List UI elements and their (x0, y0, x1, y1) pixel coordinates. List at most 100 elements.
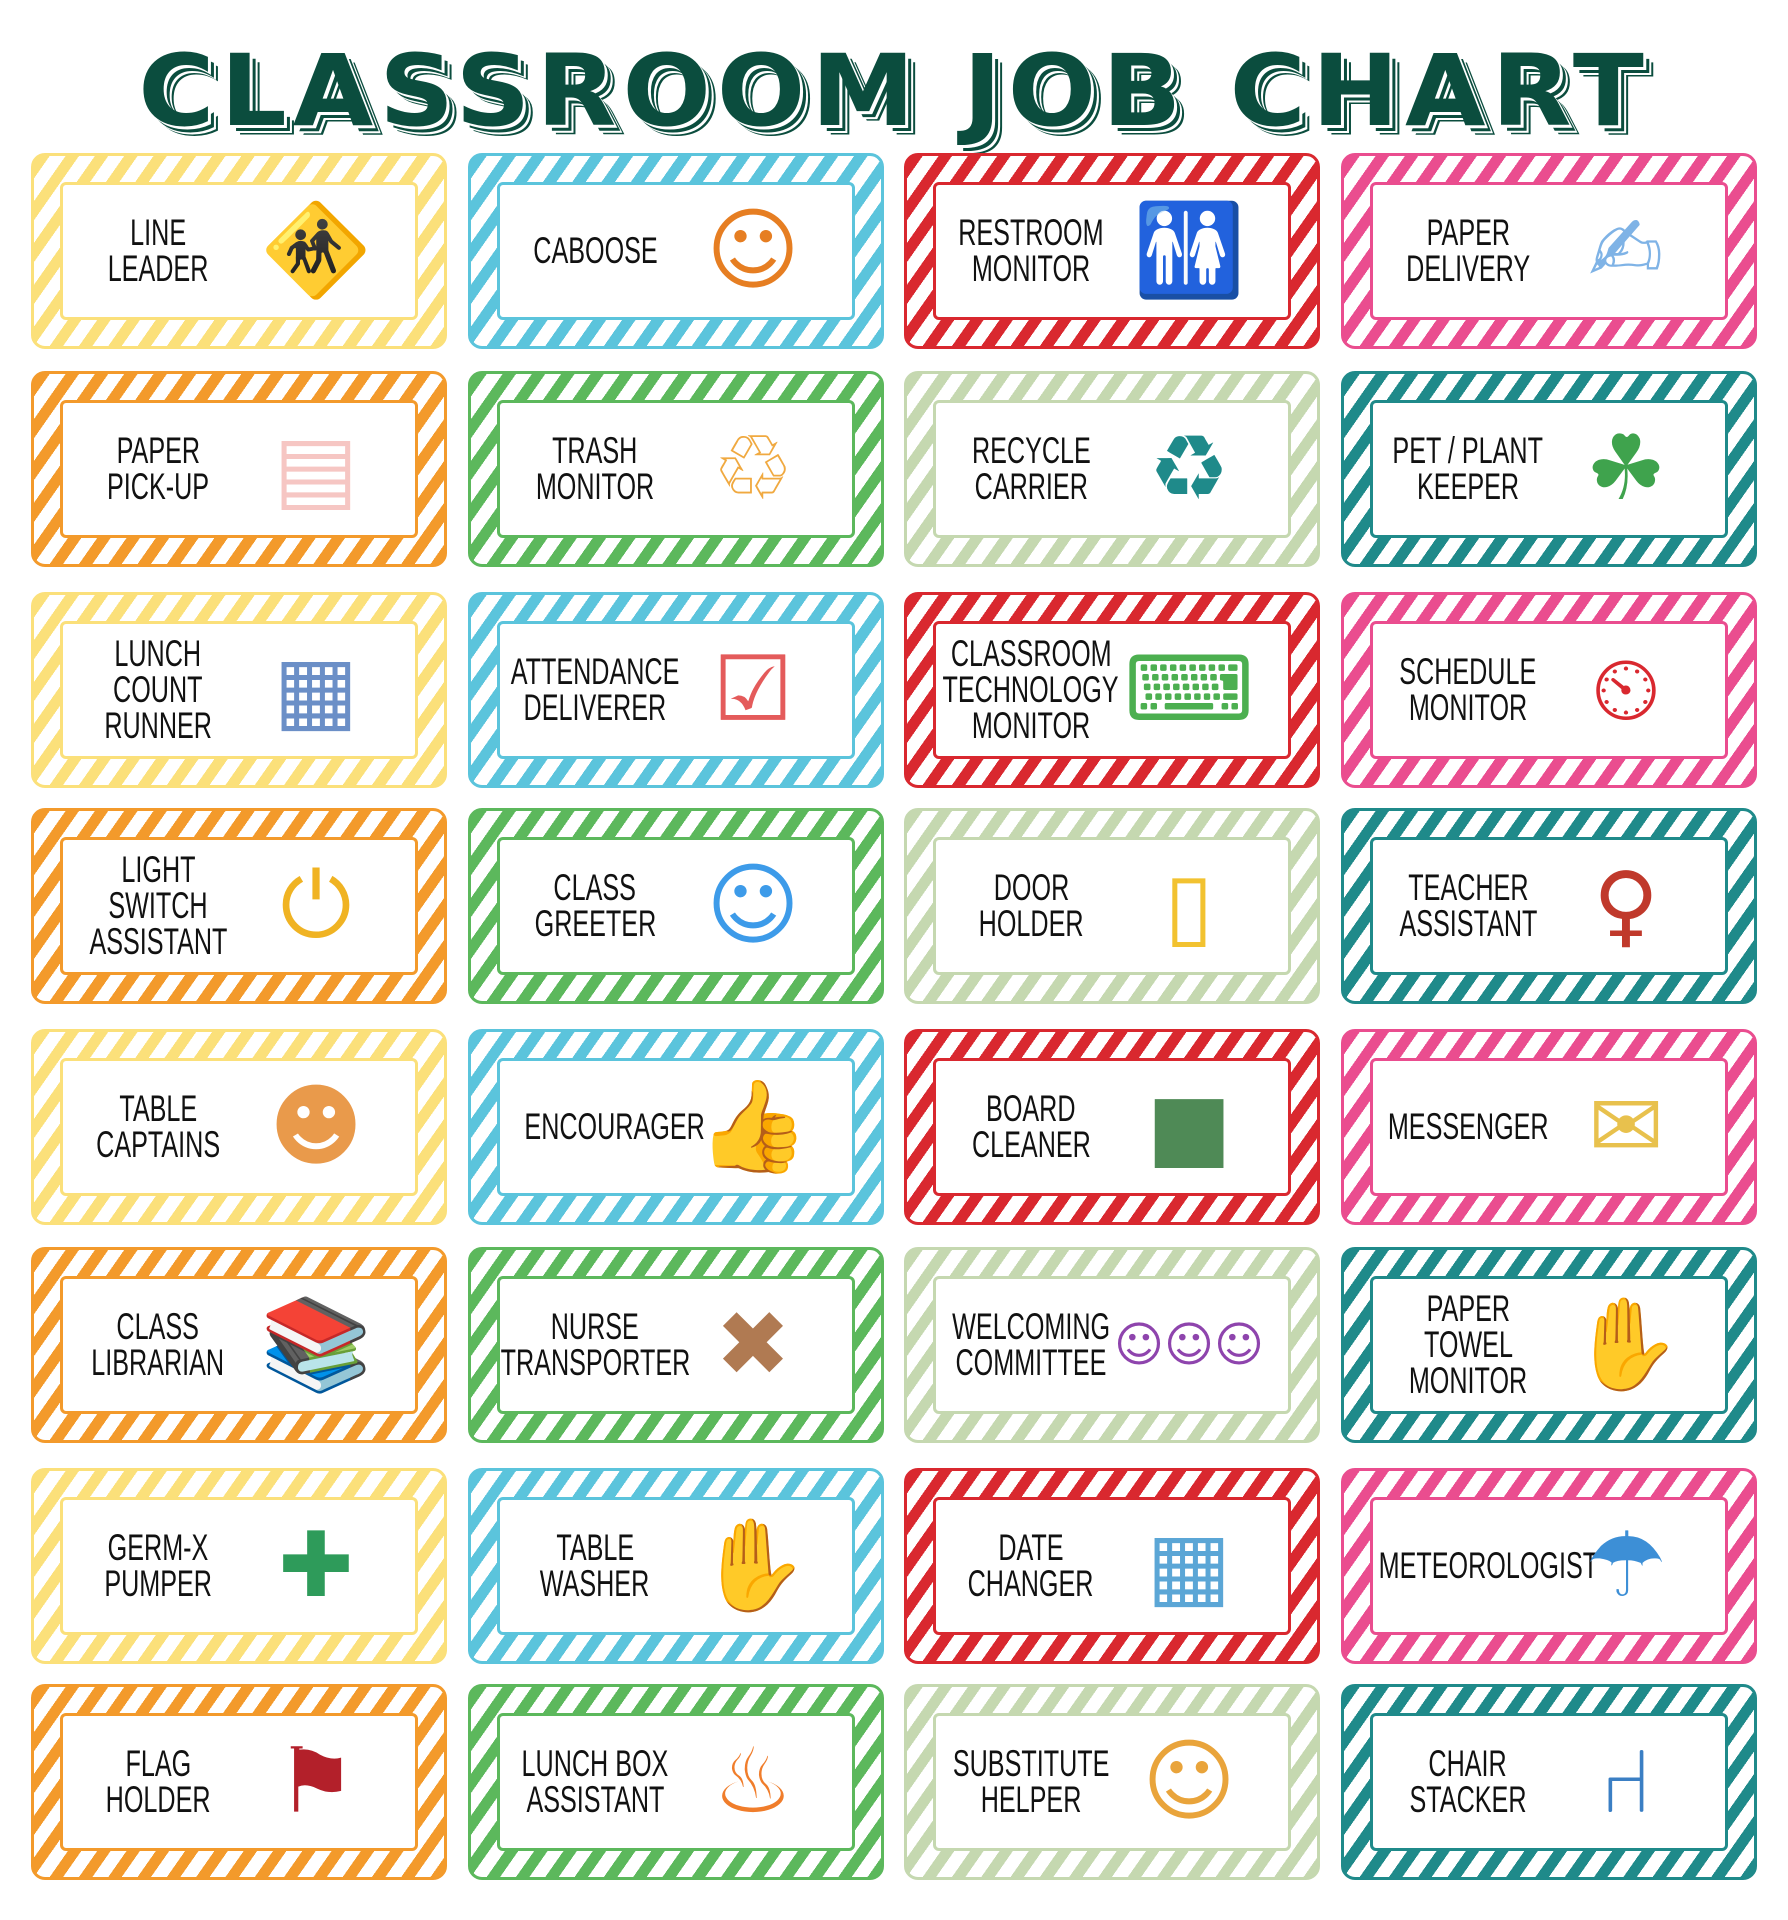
job-label: CHAIR STACKER (1373, 1716, 1563, 1848)
job-label-line: RECYCLE (971, 430, 1091, 471)
job-label-line: KEEPER (1416, 466, 1520, 507)
card-inner: CLASS GREETER ☺ (497, 837, 855, 975)
card-inner: CLASSROOM TECHNOLOGY MONITOR ⌨ (933, 621, 1291, 759)
job-label: PAPER PICK-UP (63, 403, 253, 535)
job-label-line: MONITOR (1408, 687, 1528, 728)
job-card: DOOR HOLDER ▯ (904, 808, 1320, 1004)
job-label-line: COUNT (113, 669, 203, 710)
job-label-line: PUMPER (104, 1563, 212, 1604)
job-card: PET / PLANT KEEPER ☘ (1341, 371, 1757, 567)
checklist-icon: ☑ (712, 637, 794, 742)
job-label-line: CHAIR (1428, 1743, 1508, 1784)
weather-icon: ☂ (1585, 1513, 1667, 1618)
job-label-line: ATTENDANCE (510, 651, 680, 692)
card-inner: RESTROOM MONITOR 🚻 (933, 182, 1291, 320)
teacher-children-icon: ☺ (706, 198, 800, 303)
job-label-line: DOOR (993, 867, 1069, 908)
job-label-line: TEACHER (1407, 867, 1529, 908)
job-label: DOOR HOLDER (936, 840, 1126, 972)
job-label: DATE CHANGER (936, 1500, 1126, 1632)
job-card: ENCOURAGER 👍 (468, 1029, 884, 1225)
card-inner: PAPER DELIVERY ✍ (1370, 182, 1728, 320)
job-card: FLAG HOLDER ⚑ (31, 1684, 447, 1880)
job-label-line: MONITOR (971, 248, 1091, 289)
sponge-icon: ✋ (696, 1513, 810, 1618)
job-label-line: DATE (998, 1527, 1064, 1568)
job-card: CHAIR STACKER ⑁ (1341, 1684, 1757, 1880)
job-label-line: TECHNOLOGY (942, 669, 1120, 710)
job-card: DATE CHANGER ▦ (904, 1468, 1320, 1664)
job-label: RECYCLE CARRIER (936, 403, 1126, 535)
card-inner: FLAG HOLDER ⚑ (60, 1713, 418, 1851)
job-label-line: WASHER (540, 1563, 650, 1604)
card-inner: LIGHT SWITCH ASSISTANT ⏻ (60, 837, 418, 975)
job-label: ENCOURAGER (500, 1061, 730, 1193)
card-inner: PET / PLANT KEEPER ☘ (1370, 400, 1728, 538)
job-card: TEACHER ASSISTANT ♀ (1341, 808, 1757, 1004)
job-label-line: METEOROLOGIST (1378, 1545, 1598, 1586)
children-line-icon: 🚸 (259, 198, 373, 303)
card-inner: MESSENGER ✉ (1370, 1058, 1728, 1196)
job-label-line: DELIVERER (523, 687, 667, 728)
job-label-line: LINE (130, 212, 186, 253)
card-inner: NURSE TRANSPORTER ✖ (497, 1276, 855, 1414)
card-inner: WELCOMING COMMITTEE ☺☺☺ (933, 1276, 1291, 1414)
job-card: MESSENGER ✉ (1341, 1029, 1757, 1225)
job-label-line: PAPER (116, 430, 200, 471)
books-icon: 📚 (259, 1292, 373, 1397)
job-label: BOARD CLEANER (936, 1061, 1126, 1193)
card-inner: DOOR HOLDER ▯ (933, 837, 1291, 975)
job-label: CLASS LIBRARIAN (63, 1279, 253, 1411)
thumbs-up-icon: 👍 (696, 1074, 810, 1179)
job-card: LINE LEADER 🚸 (31, 153, 447, 349)
job-label-line: HELPER (980, 1779, 1082, 1820)
job-card: WELCOMING COMMITTEE ☺☺☺ (904, 1247, 1320, 1443)
job-label: NURSE TRANSPORTER (500, 1279, 690, 1411)
job-label: LINE LEADER (63, 185, 253, 317)
card-inner: LUNCH COUNT RUNNER ▦ (60, 621, 418, 759)
card-inner: ATTENDANCE DELIVERER ☑ (497, 621, 855, 759)
hands-washing-icon: ✋ (1569, 1292, 1683, 1397)
job-card: LUNCH COUNT RUNNER ▦ (31, 592, 447, 788)
flag-icon: ⚑ (275, 1729, 357, 1834)
job-card: METEOROLOGIST ☂ (1341, 1468, 1757, 1664)
job-label-line: STACKER (1409, 1779, 1527, 1820)
job-card: PAPER PICK-UP ▤ (31, 371, 447, 567)
job-label-line: PAPER (1426, 212, 1510, 253)
job-label-line: DELIVERY (1405, 248, 1530, 289)
card-inner: RECYCLE CARRIER ♻ (933, 400, 1291, 538)
job-label: PAPER TOWEL MONITOR (1373, 1279, 1563, 1411)
card-inner: METEOROLOGIST ☂ (1370, 1497, 1728, 1635)
snack-bag-icon: ♨ (712, 1729, 794, 1834)
job-label-line: MONITOR (535, 466, 655, 507)
job-label-line: LIBRARIAN (91, 1342, 225, 1383)
job-label-line: PET / PLANT (1392, 430, 1544, 471)
job-label-line: RESTROOM (958, 212, 1104, 253)
card-inner: TABLE WASHER ✋ (497, 1497, 855, 1635)
job-label-line: SWITCH (108, 885, 208, 926)
job-label: FLAG HOLDER (63, 1716, 253, 1848)
welcome-children-icon: ☺☺☺ (1113, 1317, 1265, 1373)
job-label-line: TABLE (119, 1088, 197, 1129)
laptop-icon: ⌨ (1124, 637, 1254, 742)
job-label: ATTENDANCE DELIVERER (500, 624, 690, 756)
plant-icon: ☘ (1585, 416, 1667, 521)
job-label: TABLE CAPTAINS (63, 1061, 253, 1193)
job-label-line: CARRIER (974, 466, 1088, 507)
job-label: LIGHT SWITCH ASSISTANT (63, 840, 253, 972)
job-label-line: WELCOMING (952, 1306, 1110, 1347)
card-inner: TEACHER ASSISTANT ♀ (1370, 837, 1728, 975)
card-inner: LUNCH BOX ASSISTANT ♨ (497, 1713, 855, 1851)
card-inner: PAPER TOWEL MONITOR ✋ (1370, 1276, 1728, 1414)
job-label: TRASH MONITOR (500, 403, 690, 535)
job-label-line: LUNCH BOX (521, 1743, 669, 1784)
job-label-line: TOWEL (1423, 1324, 1513, 1365)
restroom-icon: 🚻 (1132, 198, 1246, 303)
job-label-line: PAPER (1426, 1288, 1510, 1329)
job-label-line: MONITOR (1408, 1360, 1528, 1401)
job-card: RESTROOM MONITOR 🚻 (904, 153, 1320, 349)
job-label: PET / PLANT KEEPER (1373, 403, 1563, 535)
job-label-line: NURSE (550, 1306, 640, 1347)
job-label-line: MONITOR (971, 705, 1091, 746)
job-card: LIGHT SWITCH ASSISTANT ⏻ (31, 808, 447, 1004)
